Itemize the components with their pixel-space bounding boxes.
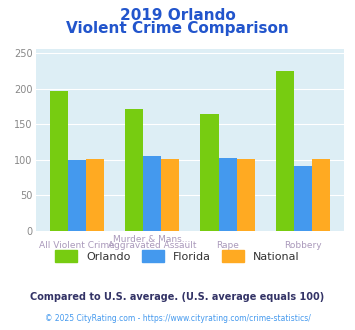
Text: © 2025 CityRating.com - https://www.cityrating.com/crime-statistics/: © 2025 CityRating.com - https://www.city…: [45, 314, 310, 323]
Text: Rape: Rape: [216, 241, 239, 250]
Text: Compared to U.S. average. (U.S. average equals 100): Compared to U.S. average. (U.S. average …: [31, 292, 324, 302]
Bar: [294, 166, 312, 231]
Bar: [219, 158, 237, 231]
Bar: [143, 156, 161, 231]
Bar: [312, 159, 330, 231]
Text: All Violent Crime: All Violent Crime: [39, 241, 115, 250]
Text: Robbery: Robbery: [284, 241, 322, 250]
Text: Murder & Mans...: Murder & Mans...: [114, 235, 191, 244]
Bar: [237, 159, 255, 231]
Bar: [276, 71, 294, 231]
Bar: [161, 159, 179, 231]
Bar: [50, 91, 68, 231]
Text: 2019 Orlando: 2019 Orlando: [120, 8, 235, 23]
Bar: [201, 114, 219, 231]
Text: Aggravated Assault: Aggravated Assault: [108, 241, 196, 250]
Legend: Orlando, Florida, National: Orlando, Florida, National: [51, 246, 304, 267]
Bar: [68, 160, 86, 231]
Bar: [125, 109, 143, 231]
Bar: [86, 159, 104, 231]
Text: Violent Crime Comparison: Violent Crime Comparison: [66, 21, 289, 36]
